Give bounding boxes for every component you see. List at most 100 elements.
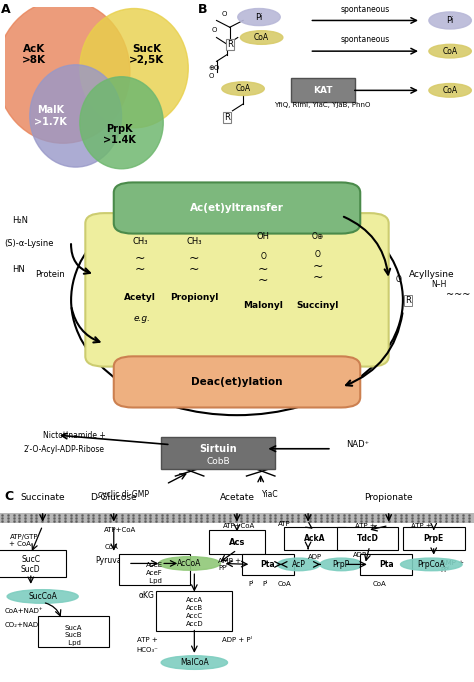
Text: CoA+NAD⁺: CoA+NAD⁺ xyxy=(5,608,43,614)
FancyBboxPatch shape xyxy=(337,527,398,550)
Text: CoA: CoA xyxy=(277,581,292,587)
Text: CoA: CoA xyxy=(254,33,269,42)
Text: MalK
>1.7K: MalK >1.7K xyxy=(34,105,67,127)
Ellipse shape xyxy=(238,9,280,26)
Ellipse shape xyxy=(30,65,121,167)
Text: cyclic di-GMP: cyclic di-GMP xyxy=(98,490,149,499)
Text: ATP +
CoA: ATP + CoA xyxy=(355,522,375,535)
Text: ATP/GTP
+ CoA: ATP/GTP + CoA xyxy=(9,534,38,547)
Text: O: O xyxy=(260,252,266,261)
Text: A: A xyxy=(0,3,10,16)
Text: CoA: CoA xyxy=(104,544,118,550)
Text: e.g.: e.g. xyxy=(134,314,151,323)
Text: O: O xyxy=(209,74,214,79)
Text: SucK
>2,5K: SucK >2,5K xyxy=(129,44,164,65)
Text: CoA: CoA xyxy=(443,46,458,56)
Text: (S)-α-Lysine: (S)-α-Lysine xyxy=(5,239,54,248)
Text: Propionate: Propionate xyxy=(365,494,413,503)
Text: 2′-O-Acyl-ADP-Ribose: 2′-O-Acyl-ADP-Ribose xyxy=(24,445,105,454)
Ellipse shape xyxy=(161,656,228,669)
Text: Acyllysine: Acyllysine xyxy=(409,270,454,279)
Ellipse shape xyxy=(80,77,163,168)
Text: Propionyl: Propionyl xyxy=(170,293,219,302)
Text: Pta: Pta xyxy=(261,560,275,569)
Text: Pi: Pi xyxy=(447,16,454,25)
Text: AccD: AccD xyxy=(185,621,203,627)
Ellipse shape xyxy=(240,31,283,44)
FancyBboxPatch shape xyxy=(38,616,109,647)
Text: Lpd: Lpd xyxy=(146,578,162,584)
FancyBboxPatch shape xyxy=(85,213,389,367)
Text: SucB: SucB xyxy=(65,632,82,638)
Text: OH: OH xyxy=(256,232,270,241)
Text: AMP +
PPᴵ: AMP + PPᴵ xyxy=(218,558,241,571)
Text: Pta: Pta xyxy=(379,560,393,569)
Text: Protein: Protein xyxy=(36,270,65,279)
FancyBboxPatch shape xyxy=(156,591,232,632)
Text: AccC: AccC xyxy=(186,613,203,619)
Text: Acs: Acs xyxy=(229,537,245,546)
Text: TdcD: TdcD xyxy=(356,534,378,543)
FancyBboxPatch shape xyxy=(0,550,66,577)
Text: MalCoA: MalCoA xyxy=(180,658,209,667)
FancyBboxPatch shape xyxy=(209,531,265,554)
Text: AcK
>8K: AcK >8K xyxy=(22,44,46,65)
Text: spontaneous: spontaneous xyxy=(340,35,390,44)
Text: ADP: ADP xyxy=(353,552,367,558)
Text: CH₃: CH₃ xyxy=(132,237,147,246)
FancyBboxPatch shape xyxy=(114,182,360,233)
Text: O: O xyxy=(211,27,217,33)
Text: Nictotinamide +: Nictotinamide + xyxy=(43,431,105,440)
Text: ~
~: ~ ~ xyxy=(312,260,323,284)
Text: HCO₃⁻: HCO₃⁻ xyxy=(136,647,158,653)
Text: Acetate: Acetate xyxy=(219,494,255,503)
Text: AckA: AckA xyxy=(304,534,326,543)
Text: ADP + Pᴵ: ADP + Pᴵ xyxy=(222,637,252,643)
Text: SucD: SucD xyxy=(21,565,41,574)
Ellipse shape xyxy=(429,44,471,58)
Text: B: B xyxy=(198,3,208,16)
Text: PrpCoA: PrpCoA xyxy=(418,560,445,569)
Text: Succinyl: Succinyl xyxy=(296,301,339,310)
Text: Malonyl: Malonyl xyxy=(243,301,283,310)
Text: spontaneous: spontaneous xyxy=(340,5,390,14)
Text: Sirtuin: Sirtuin xyxy=(199,444,237,454)
Text: AceF: AceF xyxy=(146,570,163,576)
Text: ~~~: ~~~ xyxy=(446,290,470,300)
Text: αKG: αKG xyxy=(139,591,155,599)
Text: CoA: CoA xyxy=(372,581,386,587)
Ellipse shape xyxy=(429,83,471,98)
Text: PrpE: PrpE xyxy=(424,534,444,543)
Text: PrpP: PrpP xyxy=(333,560,350,569)
Text: ATP +: ATP + xyxy=(137,637,157,643)
Text: ATP +
CoA: ATP + CoA xyxy=(411,522,432,535)
Text: ~
~: ~ ~ xyxy=(258,263,268,286)
Ellipse shape xyxy=(320,558,363,571)
Text: ATP: ATP xyxy=(278,520,291,527)
Text: AMP +
PPᴵ: AMP + PPᴵ xyxy=(441,559,464,573)
Text: O: O xyxy=(395,275,401,284)
Text: KAT: KAT xyxy=(313,86,332,95)
Text: AceE: AceE xyxy=(146,563,163,568)
Ellipse shape xyxy=(159,557,220,570)
Text: N–H: N–H xyxy=(431,280,447,289)
FancyBboxPatch shape xyxy=(284,527,346,550)
Text: SucCoA: SucCoA xyxy=(28,592,57,601)
FancyBboxPatch shape xyxy=(360,554,412,575)
Text: R: R xyxy=(405,295,410,305)
Text: O: O xyxy=(315,250,320,258)
Text: ⊕O: ⊕O xyxy=(209,65,220,71)
Text: O: O xyxy=(222,11,227,16)
Text: NAD⁺: NAD⁺ xyxy=(346,440,369,449)
FancyBboxPatch shape xyxy=(0,513,474,522)
FancyBboxPatch shape xyxy=(403,527,465,550)
Text: Pᴵ: Pᴵ xyxy=(248,581,254,587)
Text: CoA: CoA xyxy=(443,86,458,95)
Text: H₂N: H₂N xyxy=(12,216,28,225)
Text: Lpd: Lpd xyxy=(66,640,81,646)
Text: YfiQ, RimI, YiaC, YjaB, PhnO: YfiQ, RimI, YiaC, YjaB, PhnO xyxy=(274,102,371,108)
Text: Deac(et)ylation: Deac(et)ylation xyxy=(191,377,283,387)
Text: CO₂+NADH/H⁺: CO₂+NADH/H⁺ xyxy=(5,622,55,629)
Text: SucC: SucC xyxy=(21,555,40,564)
Text: Pi: Pi xyxy=(255,12,263,22)
